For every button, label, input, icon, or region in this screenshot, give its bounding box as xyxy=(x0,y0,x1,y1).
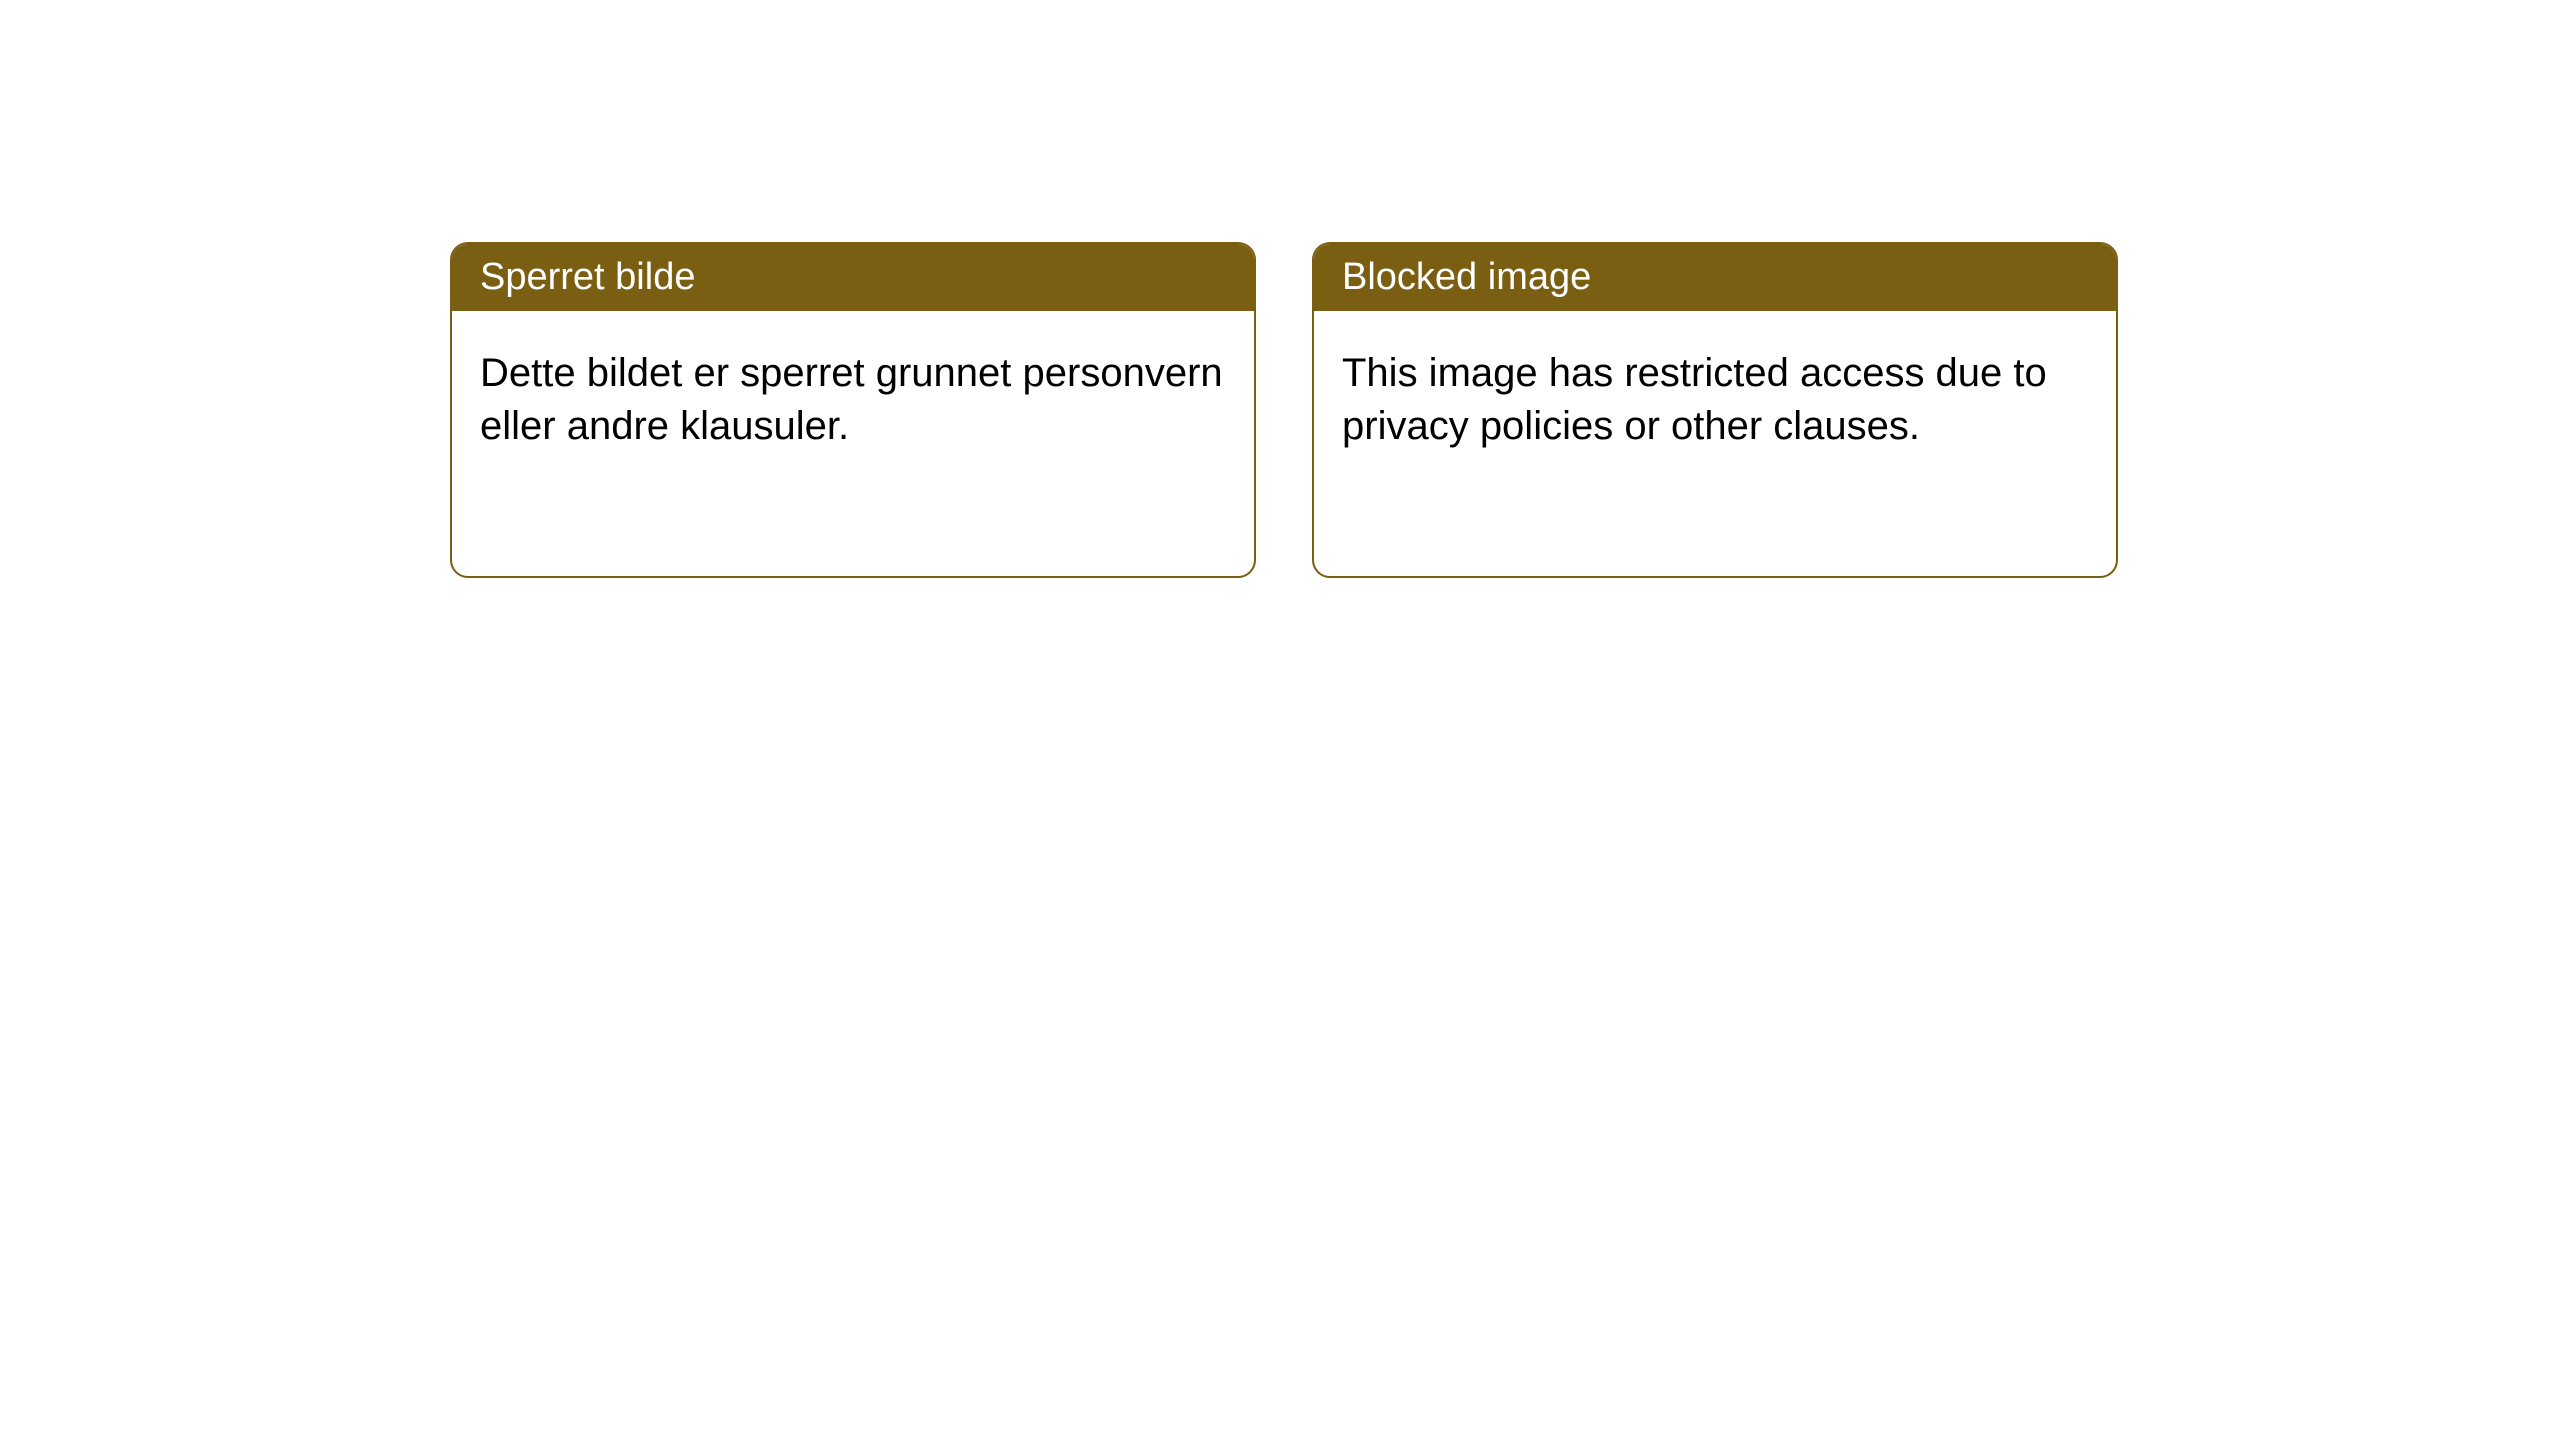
card-body: This image has restricted access due to … xyxy=(1314,311,2116,489)
card-body: Dette bildet er sperret grunnet personve… xyxy=(452,311,1254,489)
card-header: Blocked image xyxy=(1314,244,2116,311)
card-body-text: This image has restricted access due to … xyxy=(1342,351,2047,448)
card-header-text: Blocked image xyxy=(1342,256,1591,298)
card-header-text: Sperret bilde xyxy=(480,256,695,298)
card-body-text: Dette bildet er sperret grunnet personve… xyxy=(480,351,1223,448)
notice-card-english: Blocked image This image has restricted … xyxy=(1312,242,2118,578)
notice-card-norwegian: Sperret bilde Dette bildet er sperret gr… xyxy=(450,242,1256,578)
notice-container: Sperret bilde Dette bildet er sperret gr… xyxy=(450,242,2118,578)
card-header: Sperret bilde xyxy=(452,244,1254,311)
